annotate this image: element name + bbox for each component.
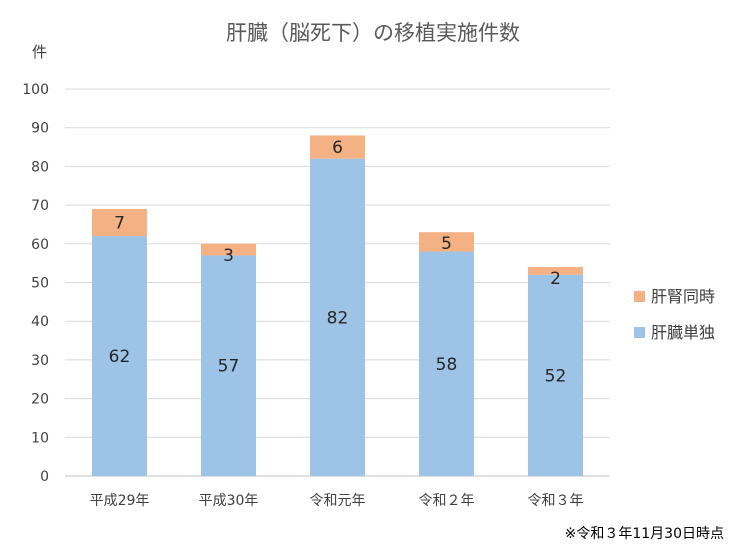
data-label: 6	[332, 138, 343, 158]
bar-segment	[92, 236, 147, 476]
y-tick-label: 70	[31, 198, 49, 214]
data-label: 57	[218, 357, 240, 377]
y-tick-label: 50	[31, 276, 49, 292]
y-tick-label: 100	[22, 82, 49, 98]
y-tick-label: 10	[31, 430, 49, 446]
legend-label: 肝臓単独	[651, 323, 715, 342]
y-tick-label: 30	[31, 353, 49, 369]
x-axis-ticks: 平成29年 平成30年 令和元年 令和２年 令和３年	[90, 493, 584, 509]
bar-segment	[201, 255, 256, 476]
bar-segment	[419, 232, 474, 252]
bar-segment	[201, 243, 256, 256]
bars: 62 7 57 3 82 6 58 5 52 2	[92, 135, 583, 476]
bar-segment	[310, 158, 365, 476]
y-tick-label: 80	[31, 159, 49, 175]
x-tick-label: 平成30年	[199, 493, 259, 509]
footnote: ※令和３年11月30日時点	[565, 526, 724, 542]
y-tick-label: 0	[40, 469, 49, 485]
data-label: 7	[114, 214, 125, 234]
data-label: 82	[327, 308, 349, 328]
x-tick-label: 令和３年	[528, 493, 584, 509]
y-tick-label: 60	[31, 237, 49, 253]
legend-swatch	[634, 291, 645, 302]
data-label: 3	[223, 246, 234, 266]
bar-segment	[419, 251, 474, 476]
x-tick-label: 令和２年	[419, 493, 475, 509]
data-label: 58	[436, 355, 458, 375]
y-tick-label: 40	[31, 314, 49, 330]
y-axis-ticks: 0 10 20 30 40 50 60 70 80 90 100	[22, 82, 49, 485]
bar-segment	[310, 135, 365, 159]
bar-segment	[92, 208, 147, 237]
y-tick-label: 90	[31, 121, 49, 137]
legend-swatch	[634, 327, 645, 338]
chart-title: 肝臓（脳死下）の移植実施件数	[226, 21, 520, 45]
x-tick-label: 令和元年	[310, 493, 366, 509]
bar-segment	[528, 267, 583, 275]
y-axis-unit-label: 件	[32, 43, 47, 61]
data-label: 5	[441, 234, 452, 254]
y-tick-label: 20	[31, 392, 49, 408]
data-label: 62	[109, 347, 131, 367]
data-label: 52	[545, 366, 567, 386]
x-tick-label: 平成29年	[90, 493, 150, 509]
bar-segment	[528, 274, 583, 476]
legend-label: 肝腎同時	[651, 287, 715, 306]
data-label: 2	[550, 269, 561, 289]
